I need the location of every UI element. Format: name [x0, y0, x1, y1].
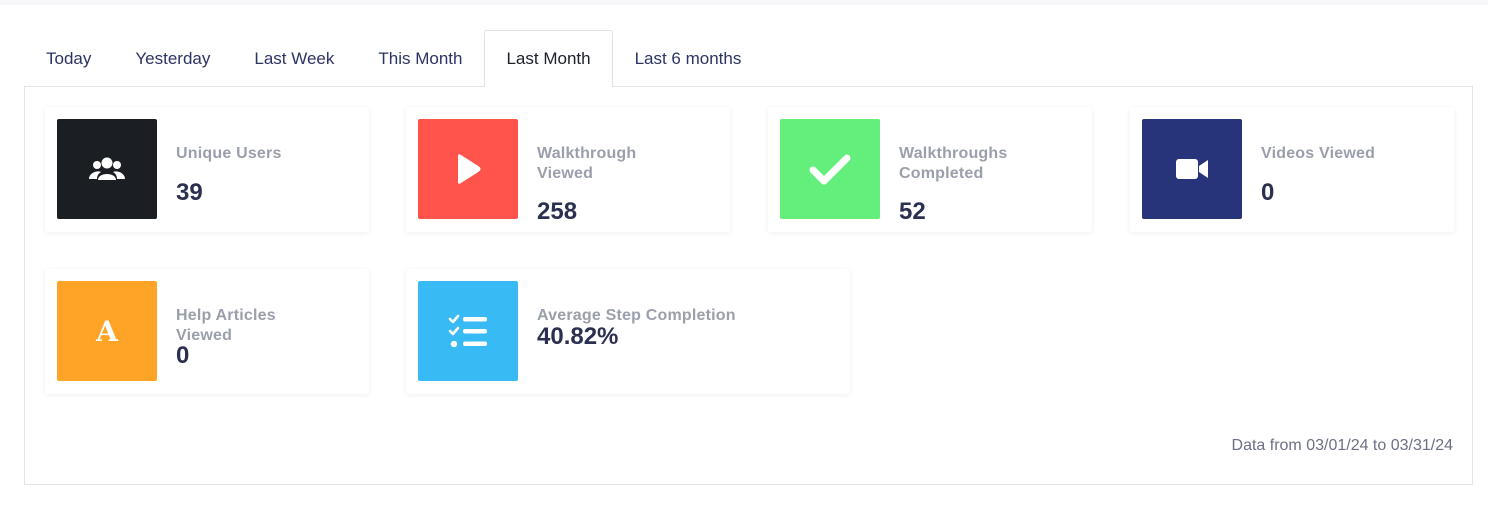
video-camera-icon	[1176, 159, 1208, 179]
stat-value: 40.82%	[537, 323, 619, 350]
stat-value: 258	[537, 198, 578, 225]
play-icon	[458, 154, 481, 184]
stat-label: Walkthrough Viewed	[537, 145, 637, 182]
stat-label: Videos Viewed	[1261, 145, 1376, 162]
check-icon	[809, 154, 851, 185]
date-range-tabs: Today Yesterday Last Week This Month Las…	[24, 30, 763, 87]
svg-text:A: A	[95, 316, 119, 346]
article-a-icon-tile: A	[57, 281, 157, 381]
stat-label: Walkthroughs Completed	[899, 145, 1008, 182]
stat-card-walkthroughs-completed: Walkthroughs Completed 52	[768, 107, 1092, 232]
stat-value: 0	[176, 342, 190, 369]
tab-this-month[interactable]: This Month	[378, 49, 463, 68]
stat-label: Unique Users	[176, 145, 282, 162]
tab-today[interactable]: Today	[46, 49, 92, 68]
stat-label: Help Articles Viewed	[176, 307, 276, 344]
top-strip	[0, 0, 1488, 5]
tab-last-month[interactable]: Last Month	[484, 30, 613, 87]
stat-value: 0	[1261, 179, 1275, 206]
video-camera-icon-tile	[1142, 119, 1242, 219]
tab-yesterday[interactable]: Yesterday	[135, 49, 211, 68]
stats-panel: Unique Users 39 Walkthrough Viewed 258 W…	[24, 86, 1473, 485]
checklist-icon	[448, 314, 487, 348]
stat-card-walkthrough-viewed: Walkthrough Viewed 258	[406, 107, 730, 232]
users-icon	[89, 157, 125, 180]
article-a-icon: A	[95, 316, 119, 346]
users-icon-tile	[57, 119, 157, 219]
check-icon-tile	[780, 119, 880, 219]
stat-card-videos-viewed: Videos Viewed 0	[1130, 107, 1454, 232]
checklist-icon-tile	[418, 281, 518, 381]
stat-card-unique-users: Unique Users 39	[45, 107, 369, 232]
stat-value: 52	[899, 198, 926, 225]
stat-card-help-articles-viewed: A Help Articles Viewed 0	[45, 269, 369, 394]
stat-card-average-step-completion: Average Step Completion 40.82%	[406, 269, 850, 394]
play-icon-tile	[418, 119, 518, 219]
tab-last-6-months[interactable]: Last 6 months	[634, 49, 742, 68]
stat-label: Average Step Completion	[537, 307, 736, 324]
tab-last-week[interactable]: Last Week	[254, 49, 335, 68]
stat-value: 39	[176, 179, 203, 206]
date-range-footnote: Data from 03/01/24 to 03/31/24	[1231, 437, 1453, 454]
